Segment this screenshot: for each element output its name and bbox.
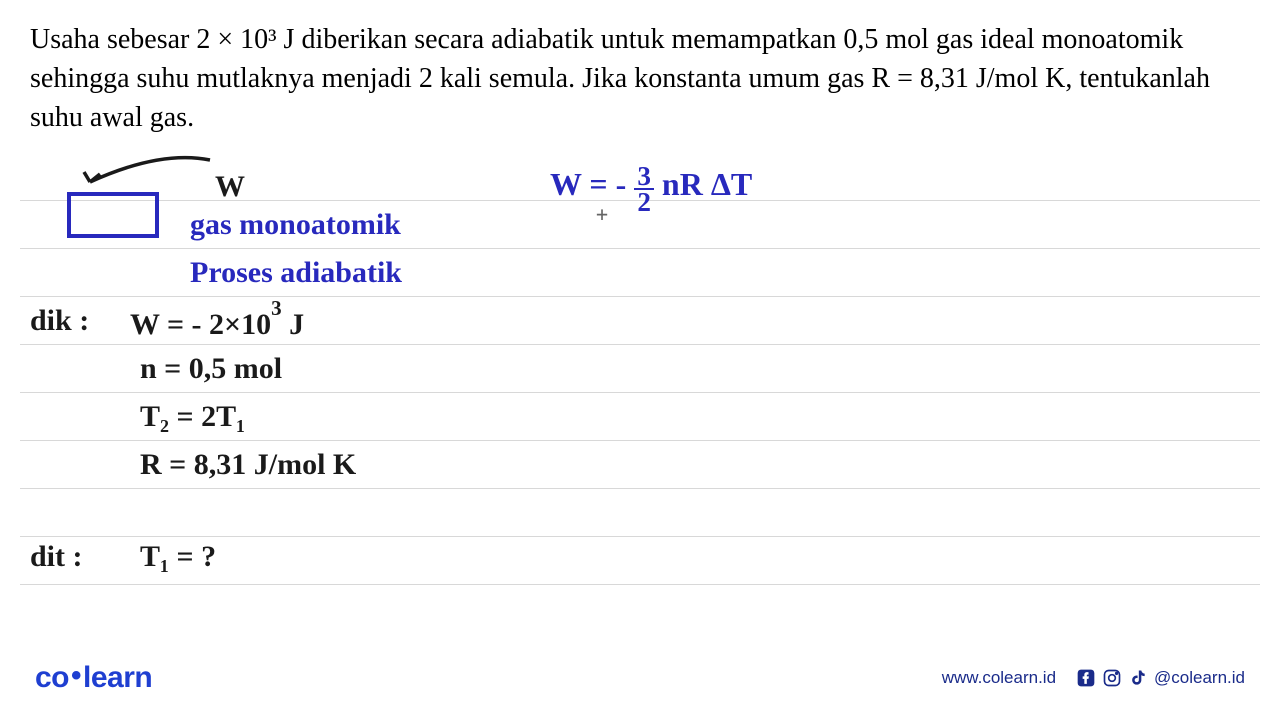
- eq-w: W = - 2×103 J: [130, 304, 304, 342]
- label-dit: dit :: [30, 540, 83, 574]
- label-process: Proses adiabatik: [190, 256, 402, 290]
- ruled-line: [20, 440, 1260, 441]
- footer-handle: @colearn.id: [1154, 668, 1245, 688]
- box-icon: [65, 190, 165, 244]
- facebook-icon: [1076, 668, 1096, 688]
- eq-w-exp: 3: [271, 296, 282, 320]
- label-w: W: [215, 170, 245, 204]
- formula-w-rhs: nR ΔT: [662, 166, 752, 202]
- ruled-line: [20, 392, 1260, 393]
- eq-r: R = 8,31 J/mol K: [140, 448, 356, 482]
- formula-w: W = - 3 2 nR ΔT: [550, 162, 752, 213]
- formula-w-lhs: W = -: [550, 166, 626, 202]
- question-content: Usaha sebesar 2 × 10³ J diberikan secara…: [30, 24, 1210, 133]
- ruled-line: [20, 488, 1260, 489]
- cursor-mark: +: [596, 202, 608, 226]
- ruled-line: [20, 344, 1260, 345]
- ruled-line: [20, 296, 1260, 297]
- eq-t2: T₂ = 2T₁: [140, 400, 245, 434]
- question-text: Usaha sebesar 2 × 10³ J diberikan secara…: [30, 20, 1250, 138]
- ruled-line: [20, 584, 1260, 585]
- eq-t1: T₁ = ?: [140, 540, 216, 574]
- eq-w-unit: J: [282, 308, 305, 341]
- formula-fraction: 3 2: [634, 164, 654, 215]
- label-gas-type: gas monoatomik: [190, 208, 401, 242]
- footer-right: www.colearn.id @colearn.id: [942, 668, 1245, 688]
- notebook-area: W gas monoatomik Proses adiabatik dik : …: [0, 160, 1280, 600]
- brand-logo: co•learn: [35, 661, 152, 695]
- social-icons: @colearn.id: [1076, 668, 1245, 688]
- eq-w-main: W = - 2×10: [130, 308, 271, 341]
- label-dik: dik :: [30, 304, 89, 338]
- ruled-line: [20, 248, 1260, 249]
- logo-learn: learn: [83, 661, 152, 694]
- ruled-line: [20, 536, 1260, 537]
- footer-url: www.colearn.id: [942, 668, 1056, 688]
- eq-n: n = 0,5 mol: [140, 352, 282, 386]
- logo-co: co: [35, 661, 69, 694]
- fraction-denominator: 2: [634, 190, 654, 214]
- footer: co•learn www.colearn.id @colearn.id: [0, 661, 1280, 695]
- instagram-icon: [1102, 668, 1122, 688]
- tiktok-icon: [1128, 668, 1148, 688]
- logo-dot: •: [69, 659, 83, 692]
